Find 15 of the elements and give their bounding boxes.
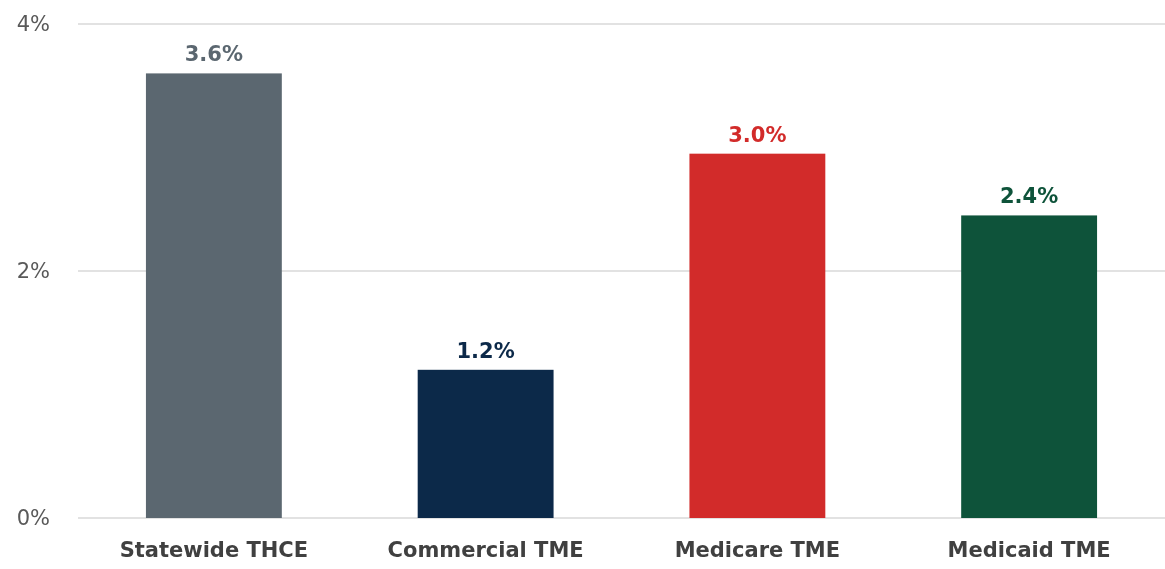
data-label: 3.6% — [184, 42, 243, 67]
bar — [417, 369, 554, 518]
data-label: 3.0% — [728, 122, 787, 147]
bar — [961, 215, 1098, 518]
y-tick-label: 2% — [16, 259, 50, 284]
y-tick-label: 0% — [16, 506, 50, 531]
x-tick-label: Medicaid TME — [947, 538, 1111, 562]
x-tick-label: Medicare TME — [674, 538, 841, 562]
y-tick-label: 4% — [16, 12, 50, 37]
bar — [689, 153, 826, 518]
x-tick-label: Commercial TME — [387, 538, 584, 562]
data-label: 1.2% — [456, 338, 515, 363]
x-tick-label: Statewide THCE — [119, 538, 309, 562]
bar — [145, 73, 282, 518]
data-label: 2.4% — [1000, 184, 1059, 209]
